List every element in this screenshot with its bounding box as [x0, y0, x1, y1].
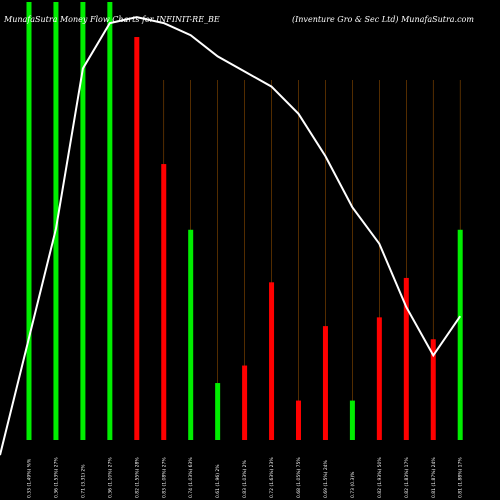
- bar: [134, 37, 140, 440]
- bar: [161, 164, 167, 440]
- x-tick-label: 0.72 (1.63%) 23%: [269, 457, 275, 498]
- x-tick-label: 0.82 (1.93%) 50%: [377, 457, 383, 498]
- bar: [457, 229, 463, 440]
- x-tick-labels: 0.33 (1.49%) %% 0.36 (1.53%) 27% 0.71 (3.3…: [27, 457, 464, 498]
- x-tick-label: 0.73 (0.3)%: [350, 471, 356, 498]
- x-tick-label: 0.68 (1.05%) 75%: [296, 457, 302, 498]
- chart-subtitle: (Inventure Gro & Sec Ltd) MunafaSutra.co…: [292, 15, 474, 24]
- x-tick-label: 0.83 (1.08%) 27%: [161, 457, 167, 498]
- bar: [26, 2, 32, 440]
- price-line-layer: [0, 16, 462, 456]
- bar: [188, 229, 194, 440]
- x-tick-label: 0.33 (1.49%) %%: [27, 458, 33, 498]
- bar: [430, 339, 436, 440]
- bar: [403, 277, 409, 440]
- x-tick-label: 0.74 (1.03%) 63%: [188, 457, 194, 498]
- chart-title: MunafaSutra Money Flow Charts for INFINI…: [3, 15, 220, 24]
- bar: [269, 282, 275, 440]
- bars: [26, 2, 463, 440]
- bar: [215, 383, 221, 440]
- bar: [322, 326, 328, 440]
- bar: [80, 2, 86, 440]
- x-tick-label: 0.81 (1.88%) 17%: [458, 457, 464, 498]
- x-tick-label: 0.69 (1.5%) 24%: [323, 459, 329, 498]
- bar: [53, 2, 59, 440]
- x-tick-label: 0.81 (1.87%) 24%: [431, 457, 437, 498]
- x-tick-label: 0.36 (1.53%) 27%: [53, 457, 59, 498]
- bar: [242, 365, 248, 440]
- bar: [107, 2, 113, 440]
- price-line: [0, 16, 462, 456]
- x-tick-label: 0.61 (1.96) 2%: [215, 464, 221, 498]
- x-tick-label: 0.82 (1.55%) 28%: [134, 457, 140, 498]
- bar: [376, 317, 382, 440]
- x-tick-label: 0.83 (1.03%) 2%: [242, 459, 248, 498]
- bar: [296, 400, 301, 440]
- bar: [349, 400, 355, 440]
- x-tick-label: 0.36 (1.10%) 27%: [107, 457, 113, 498]
- x-tick-label: 0.82 (1.83%) 17%: [404, 457, 410, 498]
- x-tick-label: 0.71 (3.31) 2%: [80, 464, 86, 498]
